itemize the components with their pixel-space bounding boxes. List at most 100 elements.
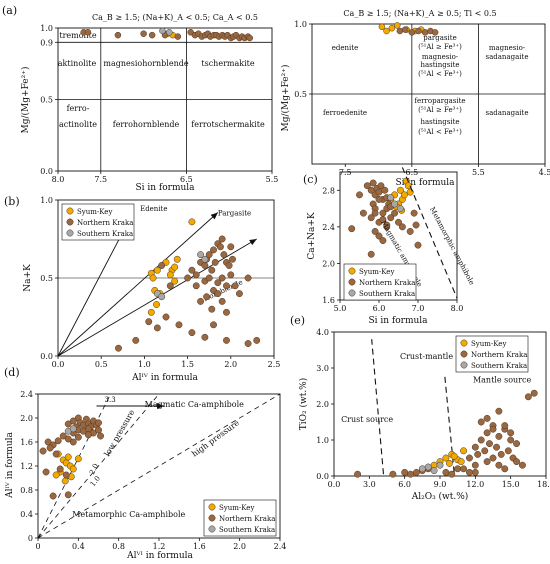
data-point — [203, 293, 211, 301]
data-point — [412, 221, 420, 229]
data-point — [84, 431, 92, 439]
annotation: Crust-mantle source — [400, 352, 483, 361]
data-point — [359, 209, 367, 217]
x-tick-label: 8.0 — [52, 175, 65, 184]
data-point — [61, 477, 69, 485]
data-point — [489, 425, 497, 433]
annotation: Mantle source — [473, 375, 532, 384]
y-tick-label: 0.5 — [40, 274, 53, 283]
data-point — [378, 23, 386, 31]
data-point — [69, 465, 77, 473]
y-axis-label: Mg/(Mg+Fe²⁺) — [20, 67, 31, 134]
data-point — [495, 432, 503, 440]
legend-marker — [208, 503, 216, 511]
x-tick-label: 2.5 — [268, 360, 281, 369]
legend-marker — [208, 525, 216, 533]
legend-label: Southern Kraka — [219, 526, 275, 534]
data-point — [412, 468, 420, 476]
y-tick-label: 1.0 — [316, 436, 329, 445]
data-point — [44, 438, 52, 446]
x-axis-label: Al₂O₃ (wt.%) — [411, 491, 469, 502]
data-point — [188, 266, 196, 274]
data-point — [166, 29, 173, 36]
chart-title: Ca_B ≥ 1.5; (Na+K)_A < 0.5; Ca_A < 0.5 — [92, 13, 258, 22]
y-axis-label: Alᴵⱽ in formula — [5, 432, 15, 499]
data-point — [227, 243, 235, 251]
legend-marker — [66, 229, 74, 237]
data-point — [184, 274, 192, 282]
y-tick-label: 1.0 — [294, 20, 307, 29]
arrow-head — [249, 239, 257, 246]
data-point — [395, 218, 402, 226]
x-tick-label: 7.0 — [412, 304, 425, 313]
data-point — [493, 443, 500, 451]
x-tick-label: 1.2 — [153, 542, 166, 551]
data-point — [158, 262, 166, 269]
data-point — [211, 258, 219, 266]
data-point — [49, 492, 57, 500]
field-label: (⁵¹Al < Fe³⁺) — [418, 128, 462, 136]
data-point — [381, 186, 389, 194]
field-label: magnesio- — [422, 53, 459, 61]
x-axis-label: Si in formula — [368, 316, 428, 326]
chart-title: Ca_B ≥ 1.5; (Na+K)_A ≥ 0.5; Ti < 0.5 — [343, 9, 496, 18]
data-point — [97, 432, 104, 440]
data-point — [197, 251, 205, 259]
data-point — [244, 340, 252, 347]
data-point — [354, 470, 362, 478]
data-point — [398, 223, 406, 231]
annotation: Pargasite — [218, 210, 251, 218]
data-points — [39, 414, 104, 500]
x-tick-label: 0.8 — [112, 542, 125, 551]
data-point — [460, 447, 468, 455]
data-point — [56, 465, 64, 473]
data-point — [140, 30, 147, 37]
field-label: (⁵¹Al ≥ Fe³⁺) — [418, 43, 462, 51]
data-point — [504, 447, 512, 455]
data-points — [115, 218, 261, 352]
y-tick-label: 1.0 — [40, 24, 53, 33]
data-point — [210, 246, 217, 254]
data-point — [474, 450, 482, 458]
field-label: magnesio- — [489, 44, 526, 52]
data-point — [69, 425, 77, 433]
data-point — [383, 27, 390, 35]
x-tick-label: 1.6 — [193, 542, 206, 551]
legend-label: Northern Kraka — [219, 515, 275, 523]
data-point — [486, 440, 493, 448]
data-point — [396, 27, 404, 35]
arrow-shaft — [57, 238, 257, 357]
data-point — [442, 454, 450, 462]
x-tick-label: 5.5 — [472, 168, 485, 177]
data-point — [418, 465, 426, 473]
data-point — [148, 31, 156, 39]
data-point — [192, 282, 200, 290]
y-tick-label: 2.0 — [322, 259, 335, 268]
panel-label: (d) — [4, 366, 20, 379]
y-tick-label: 2.8 — [322, 186, 335, 195]
data-point — [406, 227, 414, 235]
y-tick-label: 2.4 — [20, 390, 33, 399]
annotation: 3.3 — [105, 396, 116, 404]
data-point — [175, 321, 183, 329]
data-point — [52, 471, 60, 479]
data-point — [377, 182, 385, 190]
x-tick-label: 1.5 — [181, 360, 194, 369]
data-points — [348, 177, 422, 258]
data-point — [388, 24, 396, 32]
source-divider — [371, 339, 385, 475]
data-point — [201, 255, 209, 263]
data-point — [52, 450, 60, 458]
x-axis-label: Si in formula — [395, 178, 455, 188]
data-point — [501, 422, 509, 430]
data-point — [115, 344, 122, 352]
data-point — [95, 419, 102, 427]
legend-b: Syum-Key Northern Kraka Southern Kraka — [61, 203, 135, 241]
data-point — [95, 426, 102, 434]
y-tick-label: 1.6 — [322, 296, 335, 305]
data-point — [174, 33, 182, 40]
y-axis-label: Ca+Na+K — [307, 212, 317, 260]
data-point — [391, 209, 399, 217]
field-label: ferropargasite — [414, 97, 465, 105]
data-point — [401, 26, 409, 33]
